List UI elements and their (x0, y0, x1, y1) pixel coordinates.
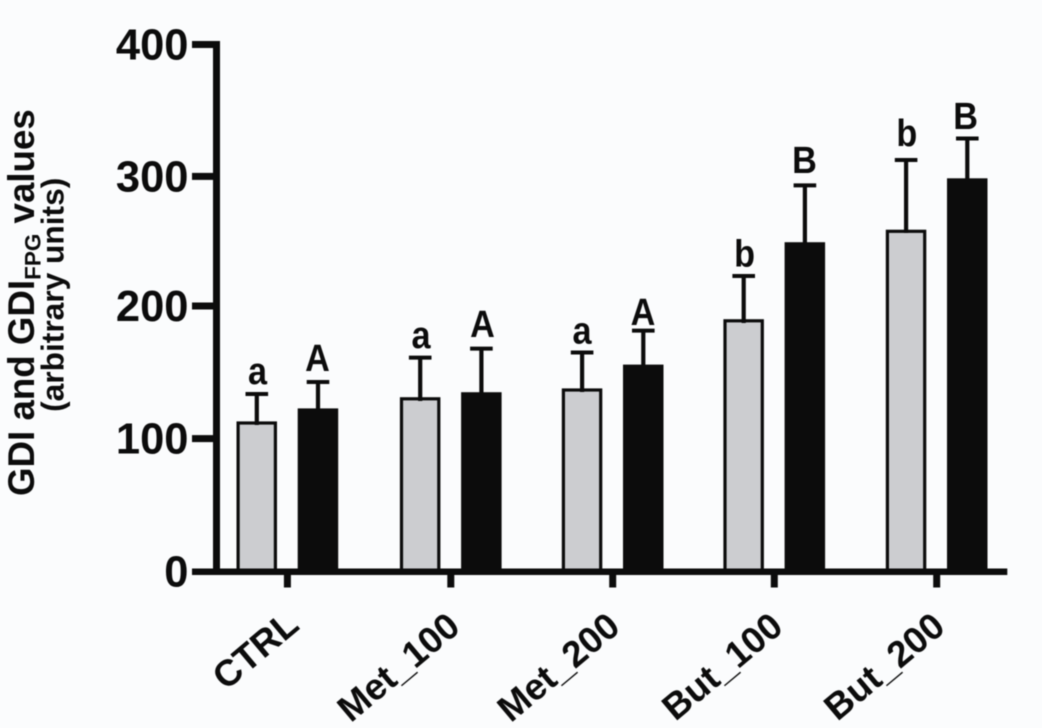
svg-text:A: A (631, 290, 656, 333)
svg-text:200: 200 (116, 283, 189, 331)
svg-text:a: a (411, 313, 431, 356)
svg-text:a: a (248, 349, 268, 392)
svg-text:400: 400 (116, 22, 189, 70)
svg-text:b: b (734, 232, 755, 275)
svg-text:B: B (792, 139, 817, 182)
svg-text:A: A (305, 336, 330, 379)
svg-text:b: b (896, 111, 917, 154)
svg-text:(arbitrary units): (arbitrary units) (35, 178, 71, 412)
svg-text:a: a (572, 309, 592, 352)
svg-text:100: 100 (116, 416, 189, 464)
svg-text:0: 0 (164, 549, 188, 597)
svg-text:A: A (470, 302, 495, 345)
svg-text:300: 300 (116, 154, 189, 202)
svg-text:GDI and GDIFPG values: GDI and GDIFPG values (1, 109, 46, 496)
svg-text:B: B (953, 94, 978, 137)
